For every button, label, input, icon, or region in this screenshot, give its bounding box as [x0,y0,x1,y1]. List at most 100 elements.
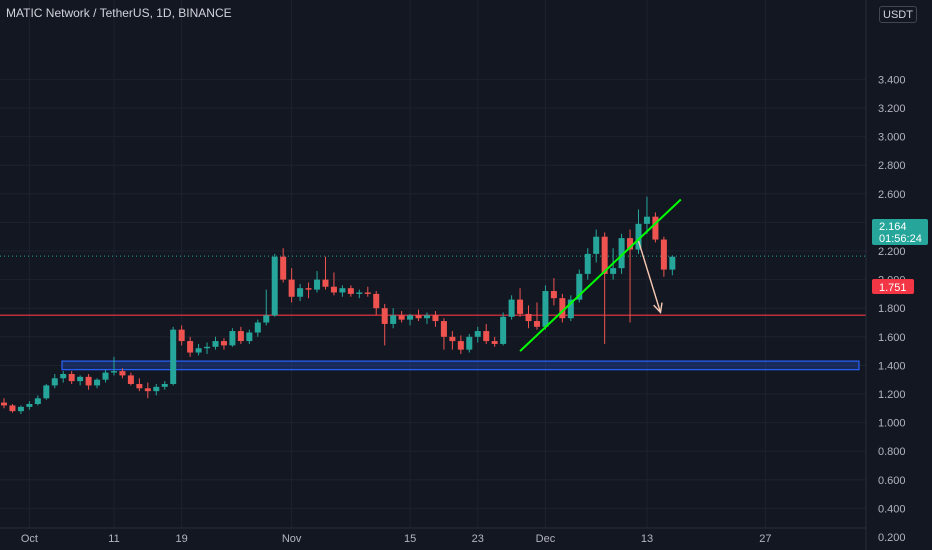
candle-body [51,378,58,386]
x-tick-label: Nov [282,533,302,545]
candle-body [204,346,211,349]
candle-body [559,298,566,319]
x-axis-ticks: Oct 11 19 Nov 15 23 Dec 13 27 [21,533,772,545]
x-tick-label: 15 [404,533,416,545]
candle-body [60,373,67,379]
candle-body [144,388,151,392]
candle-body [432,315,439,322]
candle-body [347,288,354,294]
last-price-badge [872,219,928,245]
candle-body [26,404,33,407]
candle-body [220,341,227,346]
candle-body [280,256,287,280]
candle-body [390,315,397,324]
level-text: 1.751 [879,282,907,294]
candle-body [77,376,84,382]
candle-body [9,405,16,412]
candle-body [449,336,456,342]
candle-body [68,373,75,382]
chart-title: MATIC Network / TetherUS, 1D, BINANCE [6,6,232,20]
candle-body [178,329,185,342]
chart-annotations [0,255,866,371]
candle-body [195,348,202,353]
candle-body [322,279,329,287]
candle-body [407,315,414,320]
candle-body [161,383,168,387]
candle-body [627,238,634,250]
candle-body [271,256,278,316]
candle-body [34,398,41,405]
candle-body [212,341,219,347]
candle-body [424,315,430,319]
candle-body [85,376,92,386]
candle-body [237,331,244,342]
candle-body [635,223,642,250]
candle-body [136,383,143,389]
candle-body [398,315,405,320]
candle-body [102,372,109,380]
candle-body [110,371,117,373]
last-price-text: 2.164 [879,221,907,233]
y-tick-label: 1.600 [878,332,906,344]
candle-body [43,385,50,399]
candle-body [550,291,557,299]
candle-body [415,315,422,319]
support-zone-box [61,360,860,371]
candle-body [483,331,490,342]
candle-body [381,308,388,324]
y-tick-label: 0.200 [878,532,906,544]
y-tick-label: 1.400 [878,360,906,372]
x-tick-label: 11 [108,533,119,545]
candle-body [17,406,24,412]
candle-body [584,253,591,274]
candle-body [305,288,312,290]
candle-body [339,288,346,293]
candle-body [440,321,447,337]
candle-body [330,286,337,293]
y-tick-label: 1.000 [878,418,906,430]
time-axis[interactable] [0,528,866,550]
candle-body [525,313,532,322]
candle-body [533,321,540,327]
candle-body [263,315,270,323]
y-tick-label: 1.200 [878,389,906,401]
candle-body [618,238,625,269]
y-tick-label: 2.200 [878,246,906,258]
candle-body [643,216,650,224]
candle-body [466,336,473,350]
y-tick-label: 3.000 [878,132,906,144]
candles-series [1,196,676,415]
y-tick-label: 0.800 [878,446,906,458]
y-tick-label: 0.400 [878,503,906,515]
currency-unit-button[interactable]: USDT [879,6,917,23]
candle-body [356,292,363,294]
x-tick-label: 27 [759,533,771,545]
x-tick-label: 19 [176,533,188,545]
candle-body [517,299,524,314]
candle-body [474,331,481,337]
candle-body [254,322,261,333]
candle-body [610,268,617,274]
candle-body [601,236,608,274]
price-badges: 2.164 01:56:24 1.751 [872,219,928,294]
candle-body [127,375,134,384]
candle-body [669,256,676,270]
down-arrow-head [653,302,663,315]
candle-body [246,332,253,342]
x-tick-label: Dec [536,533,556,545]
candle-body [660,239,667,270]
x-tick-label: 23 [472,533,484,545]
countdown-text: 01:56:24 [879,233,922,245]
candle-body [593,236,600,254]
candle-body [364,292,371,294]
chart-grid [0,0,866,538]
price-axis[interactable] [866,0,932,528]
candle-body [652,216,659,240]
candle-body [314,279,321,290]
candle-body [508,299,515,317]
x-tick-label: Oct [21,533,38,545]
candle-body [229,331,236,346]
candle-body [1,402,7,406]
y-tick-label: 0.600 [878,475,906,487]
